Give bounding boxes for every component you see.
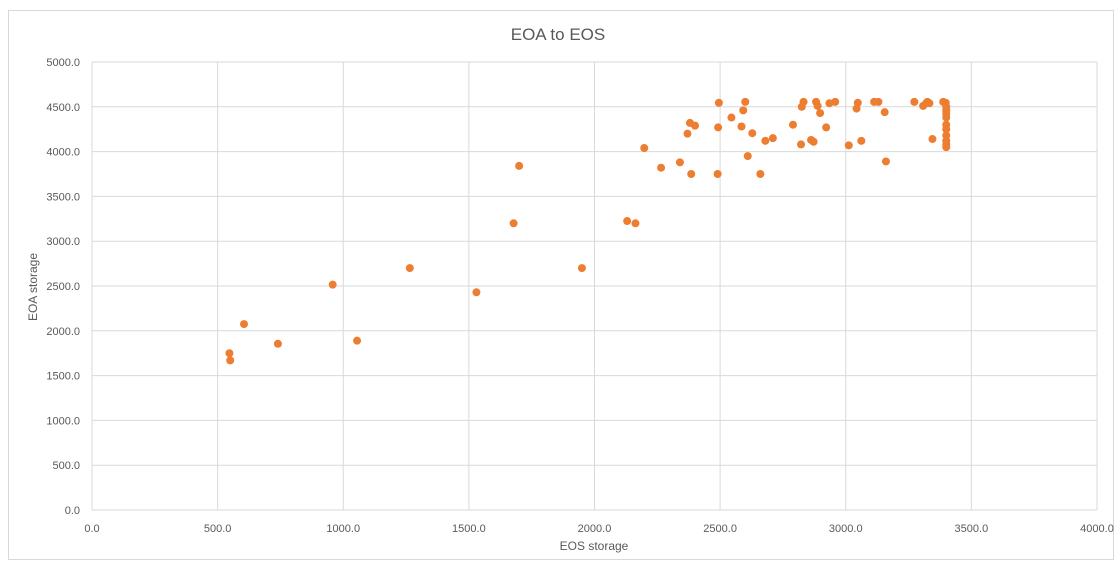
data-points [225, 97, 951, 365]
data-point [687, 170, 696, 178]
data-point [739, 106, 748, 115]
data-point [761, 136, 770, 145]
data-point [831, 97, 840, 106]
y-tick-label: 2000.0 [46, 326, 80, 338]
x-tick-label: 3000.0 [829, 523, 863, 535]
data-point [809, 137, 818, 146]
data-point [799, 97, 808, 106]
data-point [353, 336, 362, 345]
y-axis-ticks: 0.0 500.0 1000.0 1500.0 2000.0 2500.0 3000.0 35… [46, 57, 80, 517]
data-point [713, 170, 722, 178]
data-point [405, 264, 414, 273]
data-point [816, 109, 825, 118]
data-point [768, 134, 777, 143]
y-tick-label: 4500.0 [46, 102, 80, 114]
data-point [788, 120, 797, 129]
data-point [741, 97, 750, 106]
data-point [756, 170, 765, 178]
data-point [515, 161, 524, 170]
data-point [226, 356, 235, 365]
y-tick-label: 0.0 [65, 505, 80, 517]
y-tick-label: 4000.0 [46, 147, 80, 159]
data-point [797, 140, 806, 149]
data-point [813, 101, 822, 110]
data-point [925, 99, 934, 108]
x-axis-label: EOS storage [560, 539, 629, 553]
data-point [743, 152, 752, 161]
data-point [714, 123, 723, 132]
data-point [683, 129, 692, 138]
data-point [857, 136, 866, 145]
data-point [942, 143, 951, 152]
y-tick-label: 3500.0 [46, 191, 80, 203]
x-tick-label: 1000.0 [326, 523, 360, 535]
data-point [928, 135, 937, 144]
x-tick-label: 1500.0 [452, 523, 486, 535]
data-point [225, 349, 234, 358]
data-point [657, 163, 666, 172]
x-tick-label: 500.0 [204, 523, 232, 535]
data-point [472, 288, 481, 297]
data-point [910, 97, 919, 106]
chart-title: EOA to EOS [511, 25, 606, 44]
data-point [714, 98, 723, 107]
data-point [822, 123, 831, 132]
data-point [737, 122, 746, 131]
data-point [853, 98, 862, 107]
x-tick-label: 0.0 [84, 523, 99, 535]
x-tick-label: 4000.0 [1080, 523, 1114, 535]
data-point [942, 125, 951, 134]
x-tick-label: 3500.0 [955, 523, 989, 535]
data-point [880, 108, 889, 117]
x-tick-label: 2000.0 [578, 523, 612, 535]
data-point [328, 280, 337, 289]
data-point [640, 144, 649, 153]
y-tick-label: 3000.0 [46, 236, 80, 248]
data-point [240, 320, 249, 329]
data-point [942, 113, 951, 122]
y-tick-label: 500.0 [52, 460, 80, 472]
y-tick-label: 1000.0 [46, 415, 80, 427]
data-point [844, 141, 853, 150]
data-point [509, 219, 518, 228]
y-tick-label: 1500.0 [46, 371, 80, 383]
data-point [675, 158, 684, 167]
data-point [727, 113, 736, 122]
x-axis-ticks: 0.0 500.0 1000.0 1500.0 2000.0 2500.0 3000.0 35… [84, 523, 1113, 535]
data-point [577, 264, 586, 273]
data-point [881, 157, 890, 166]
data-point [631, 219, 640, 228]
data-point [748, 129, 757, 138]
data-point [273, 339, 282, 348]
y-axis-label: EOA storage [26, 253, 40, 321]
gridlines [91, 61, 1098, 511]
data-point [691, 121, 699, 130]
y-tick-label: 5000.0 [46, 57, 80, 69]
x-tick-label: 2500.0 [703, 523, 737, 535]
data-point [623, 217, 632, 226]
y-tick-label: 2500.0 [46, 281, 80, 293]
data-point [874, 97, 883, 106]
